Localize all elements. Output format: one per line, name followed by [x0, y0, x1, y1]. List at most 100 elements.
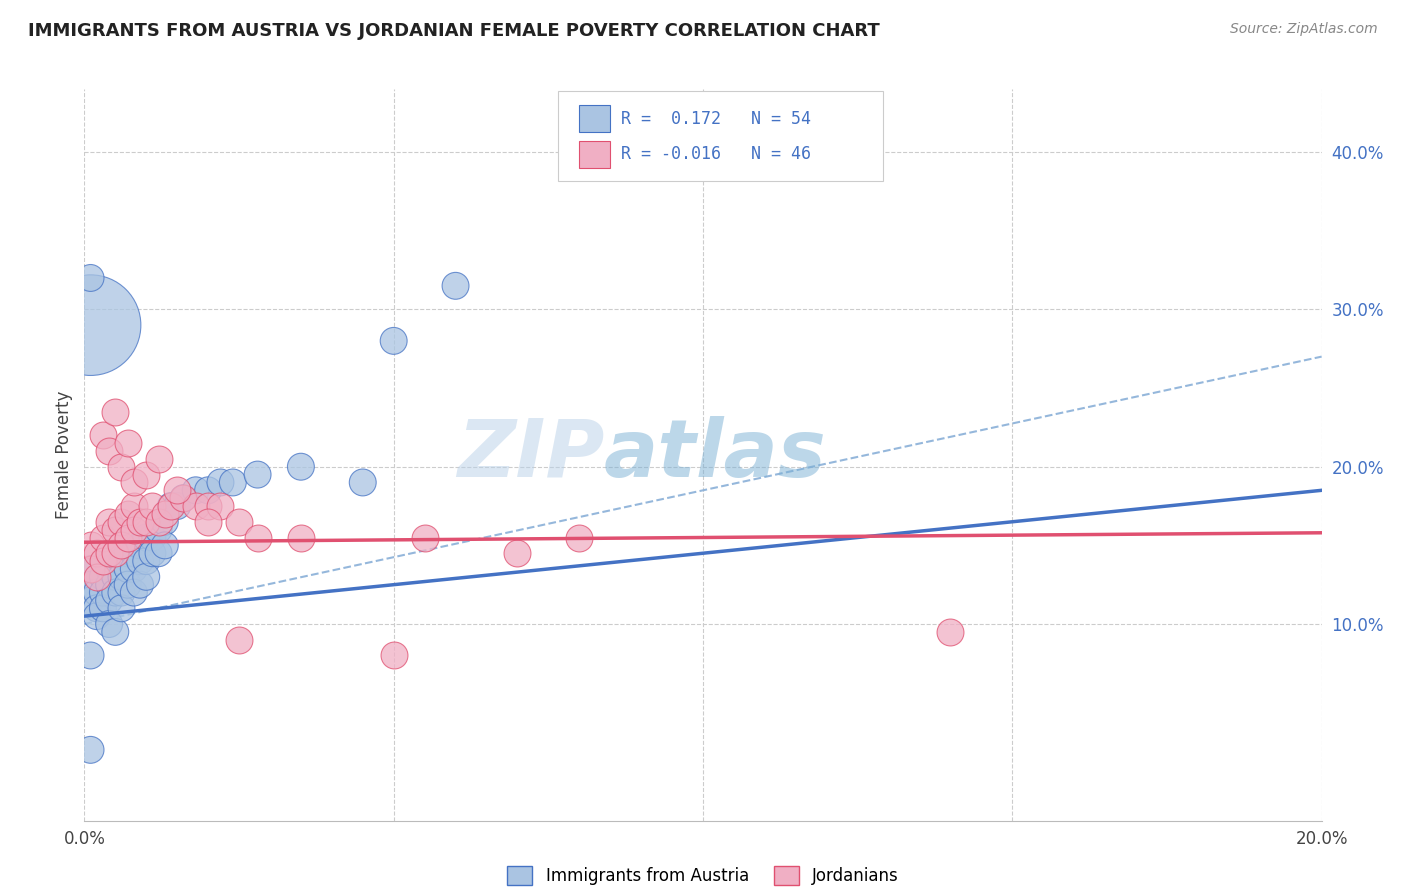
Point: [166, 483, 188, 498]
Point: [98, 444, 121, 458]
Point: [209, 499, 232, 513]
Point: [246, 531, 269, 545]
Point: [79, 562, 101, 576]
Point: [939, 624, 962, 639]
Point: [86, 609, 108, 624]
Point: [135, 570, 157, 584]
Point: [122, 475, 145, 490]
Point: [98, 562, 121, 576]
Point: [98, 593, 121, 607]
Point: [197, 515, 219, 529]
Point: [122, 523, 145, 537]
Point: [197, 499, 219, 513]
Point: [91, 531, 114, 545]
Point: [91, 554, 114, 568]
Point: [110, 554, 132, 568]
Point: [135, 467, 157, 482]
Point: [117, 531, 139, 545]
Point: [110, 585, 132, 599]
Point: [153, 515, 176, 529]
Point: [166, 499, 188, 513]
Point: [117, 562, 139, 576]
Point: [79, 577, 101, 591]
Y-axis label: Female Poverty: Female Poverty: [55, 391, 73, 519]
Point: [91, 428, 114, 442]
Point: [79, 593, 101, 607]
Point: [79, 538, 101, 552]
Point: [110, 515, 132, 529]
Point: [141, 531, 163, 545]
Point: [117, 546, 139, 560]
Point: [506, 546, 529, 560]
Text: atlas: atlas: [605, 416, 827, 494]
Point: [209, 475, 232, 490]
Point: [135, 531, 157, 545]
Point: [79, 648, 101, 663]
Point: [172, 491, 194, 505]
Point: [148, 451, 170, 466]
Point: [117, 507, 139, 521]
Point: [184, 483, 207, 498]
Point: [91, 570, 114, 584]
Point: [184, 499, 207, 513]
Point: [79, 743, 101, 757]
Point: [382, 648, 405, 663]
Point: [117, 436, 139, 450]
Legend: Immigrants from Austria, Jordanians: Immigrants from Austria, Jordanians: [508, 866, 898, 886]
Point: [197, 483, 219, 498]
Point: [110, 538, 132, 552]
Point: [91, 585, 114, 599]
Point: [86, 570, 108, 584]
Point: [86, 585, 108, 599]
Point: [122, 585, 145, 599]
Point: [246, 467, 269, 482]
Point: [122, 499, 145, 513]
Text: R =  0.172   N = 54: R = 0.172 N = 54: [621, 110, 811, 128]
Point: [413, 531, 436, 545]
Point: [79, 562, 101, 576]
Point: [110, 459, 132, 474]
Point: [290, 459, 312, 474]
Point: [228, 515, 250, 529]
Point: [98, 617, 121, 632]
Point: [104, 523, 127, 537]
Point: [104, 570, 127, 584]
Point: [110, 570, 132, 584]
Text: IMMIGRANTS FROM AUSTRIA VS JORDANIAN FEMALE POVERTY CORRELATION CHART: IMMIGRANTS FROM AUSTRIA VS JORDANIAN FEM…: [28, 22, 880, 40]
Point: [129, 515, 152, 529]
Point: [91, 601, 114, 615]
Point: [86, 601, 108, 615]
Point: [222, 475, 245, 490]
Point: [117, 577, 139, 591]
Point: [148, 515, 170, 529]
Point: [98, 577, 121, 591]
Point: [135, 515, 157, 529]
Point: [79, 318, 101, 333]
Point: [153, 507, 176, 521]
Point: [141, 546, 163, 560]
Point: [86, 546, 108, 560]
Point: [104, 585, 127, 599]
Point: [122, 546, 145, 560]
Point: [148, 523, 170, 537]
Text: Source: ZipAtlas.com: Source: ZipAtlas.com: [1230, 22, 1378, 37]
Point: [352, 475, 374, 490]
Point: [568, 531, 591, 545]
Text: ZIP: ZIP: [457, 416, 605, 494]
Point: [104, 624, 127, 639]
Point: [129, 538, 152, 552]
Point: [129, 577, 152, 591]
Point: [110, 601, 132, 615]
Point: [153, 538, 176, 552]
Point: [98, 546, 121, 560]
Point: [122, 562, 145, 576]
Point: [135, 554, 157, 568]
Point: [79, 271, 101, 285]
Point: [148, 546, 170, 560]
Point: [98, 515, 121, 529]
Point: [104, 546, 127, 560]
Point: [290, 531, 312, 545]
Text: R = -0.016   N = 46: R = -0.016 N = 46: [621, 145, 811, 163]
Point: [228, 632, 250, 647]
Point: [382, 334, 405, 348]
